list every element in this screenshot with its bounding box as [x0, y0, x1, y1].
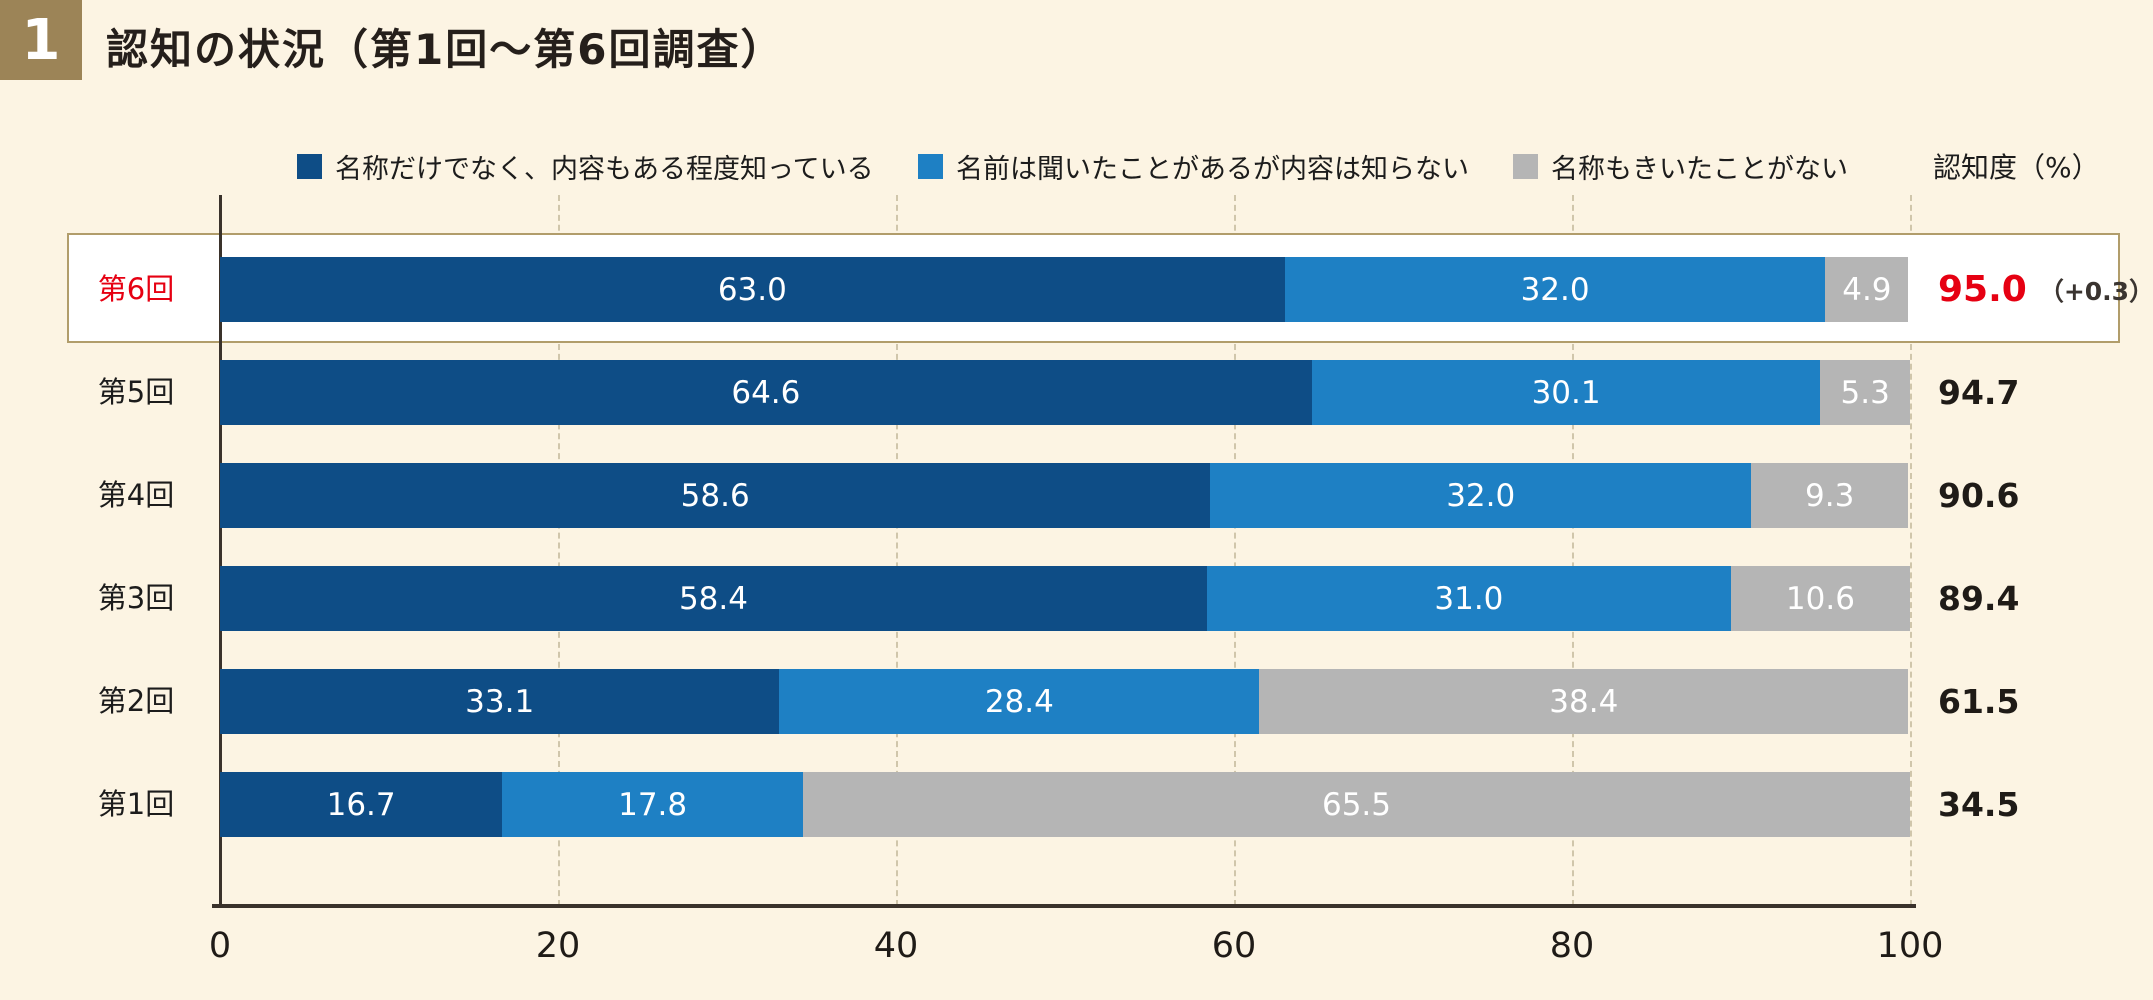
bar-segment: 64.6: [220, 360, 1312, 425]
bar-segment: 9.3: [1751, 463, 1909, 528]
legend-item-heard-only: 名前は聞いたことがあるが内容は知らない: [918, 151, 1469, 185]
awareness-total: 90.6: [1938, 463, 2019, 528]
y-axis-line: [219, 195, 222, 907]
legend-item-never-heard: 名称もきいたことがない: [1513, 151, 1848, 185]
legend-swatch-dark-blue: [297, 153, 322, 179]
row-label-4: 第4回: [97, 478, 175, 512]
legend-label: 名称だけでなく、内容もある程度知っている: [335, 153, 874, 185]
awareness-total: 94.7: [1938, 360, 2019, 425]
gridline-80: [1572, 195, 1574, 906]
row-label-6: 第6回: [97, 272, 175, 306]
x-axis-line: [212, 904, 1916, 908]
bar-segment: 32.0: [1284, 257, 1826, 322]
stacked-bar: 58.4 31.0 10.6: [220, 566, 1910, 631]
bar-segment: 5.3: [1820, 360, 1910, 425]
x-tick-100: 100: [1876, 926, 1944, 966]
bar-segment: 10.6: [1730, 566, 1910, 631]
row-label-1: 第1回: [97, 787, 175, 821]
bar-segment: 16.7: [220, 772, 503, 837]
bar-segment: 4.9: [1825, 257, 1909, 322]
awareness-total: 89.4: [1938, 566, 2019, 631]
bar-segment: 58.4: [220, 566, 1207, 631]
bar-segment: 28.4: [779, 669, 1260, 734]
awareness-total-value: 61.5: [1938, 682, 2020, 721]
gridline-100: [1910, 195, 1912, 906]
bar-segment: 17.8: [502, 772, 804, 837]
x-tick-20: 20: [535, 926, 581, 966]
legend-item-known-well: 名称だけでなく、内容もある程度知っている: [297, 151, 874, 185]
bar-segment: 63.0: [220, 257, 1285, 322]
bar-segment: 33.1: [220, 669, 780, 734]
bar-segment: 38.4: [1259, 669, 1909, 734]
row-label-2: 第2回: [97, 684, 175, 718]
x-tick-60: 60: [1211, 926, 1257, 966]
awareness-total-change-note: （+0.3）: [2038, 276, 2153, 306]
legend-swatch-mid-blue: [918, 153, 943, 179]
legend-swatch-gray: [1513, 153, 1538, 179]
x-tick-0: 0: [208, 926, 232, 966]
x-tick-40: 40: [873, 926, 919, 966]
bar-segment: 32.0: [1210, 463, 1752, 528]
gridline-40: [896, 195, 898, 906]
legend-label: 名前は聞いたことがあるが内容は知らない: [956, 153, 1469, 185]
section-number-badge: 1: [0, 0, 82, 80]
gridline-60: [1234, 195, 1236, 906]
bar-segment: 65.5: [803, 772, 1910, 837]
bar-segment: 30.1: [1311, 360, 1821, 425]
stacked-bar: 64.6 30.1 5.3: [220, 360, 1910, 425]
awareness-total: 61.5: [1938, 669, 2019, 734]
awareness-total-value: 90.6: [1938, 476, 2020, 515]
awareness-total-value: 94.7: [1938, 373, 2020, 412]
stacked-bar: 16.7 17.8 65.5: [220, 772, 1910, 837]
gridline-20: [558, 195, 560, 906]
awareness-total-value: 95.0: [1938, 269, 2027, 310]
stacked-bar: 63.0 32.0 4.9: [220, 257, 1910, 322]
row-label-3: 第3回: [97, 581, 175, 615]
awareness-rate-unit-label: 認知度（%）: [1933, 151, 2100, 184]
x-tick-80: 80: [1549, 926, 1595, 966]
awareness-total-value: 34.5: [1938, 785, 2020, 824]
stacked-bar: 58.6 32.0 9.3: [220, 463, 1910, 528]
row-label-5: 第5回: [97, 375, 175, 409]
awareness-total: 34.5: [1938, 772, 2019, 837]
stacked-bar: 33.1 28.4 38.4: [220, 669, 1910, 734]
awareness-total: 95.0 （+0.3）: [1938, 257, 2153, 322]
legend-label: 名称もきいたことがない: [1551, 153, 1848, 185]
awareness-total-value: 89.4: [1938, 579, 2020, 618]
page-title: 認知の状況（第1回～第6回調査）: [106, 25, 785, 74]
bar-segment: 58.6: [220, 463, 1211, 528]
bar-segment: 31.0: [1206, 566, 1731, 631]
